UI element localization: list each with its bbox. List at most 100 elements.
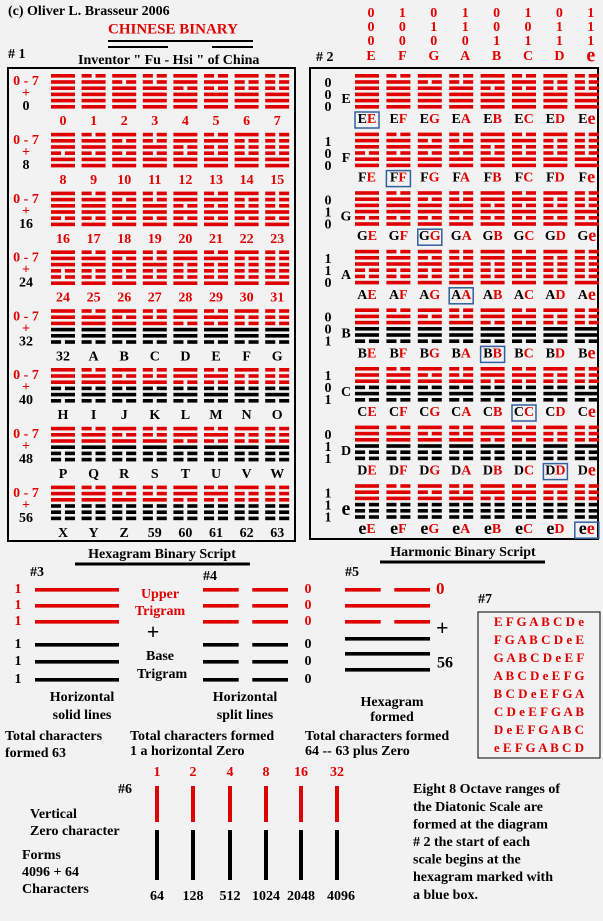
hexagram-label: 62 bbox=[240, 526, 254, 541]
hexagram-line bbox=[51, 386, 62, 391]
hexagram-line bbox=[156, 151, 167, 155]
cell-note: D bbox=[555, 464, 565, 479]
hexagram-label: 28 bbox=[178, 291, 192, 306]
hexagram-line bbox=[142, 491, 153, 496]
hexagram-line bbox=[248, 197, 259, 202]
hexagram-line bbox=[494, 456, 505, 461]
header-bit: 1 bbox=[556, 20, 563, 35]
cell-note: G bbox=[428, 522, 439, 537]
row-range: 0 - 7 bbox=[13, 427, 39, 442]
hexagram-line bbox=[417, 157, 442, 161]
hexagram-line bbox=[217, 399, 228, 403]
hexagram-line bbox=[480, 138, 505, 143]
cell-note: G bbox=[429, 112, 440, 127]
subtitle: Inventor " Fu - Hsi " of China bbox=[78, 53, 259, 68]
hexagram-line bbox=[112, 380, 137, 384]
hexagram-line bbox=[480, 438, 491, 442]
hexagram-line bbox=[463, 502, 474, 507]
hexagram-line bbox=[142, 386, 153, 391]
cell-note: G bbox=[429, 405, 440, 420]
hexagram-line bbox=[217, 457, 228, 462]
cell-label: AC bbox=[514, 288, 534, 303]
cell-label: GE bbox=[357, 229, 377, 244]
cell-note: C bbox=[419, 405, 429, 420]
hexagram-line bbox=[217, 275, 228, 279]
hexagram-line bbox=[265, 457, 276, 462]
hexagram-line bbox=[400, 74, 411, 78]
hexagram-line bbox=[234, 498, 245, 502]
hexagram-line bbox=[480, 274, 491, 279]
hexagram-label: Z bbox=[120, 526, 129, 541]
hexagram-line bbox=[173, 210, 198, 214]
hexagram-line bbox=[355, 151, 366, 155]
hexagram-line bbox=[512, 502, 523, 507]
cell-label: Ee bbox=[578, 108, 595, 128]
section-label: #7 bbox=[478, 592, 492, 607]
hexagram-label: 63 bbox=[270, 526, 284, 541]
hexagram-line bbox=[51, 457, 62, 462]
hexagram-line bbox=[525, 515, 536, 519]
hexagram-line bbox=[512, 333, 536, 337]
scale-row: F G A B C D e E bbox=[494, 632, 584, 647]
hexagram-line bbox=[204, 380, 215, 384]
cell-note: A bbox=[419, 288, 430, 303]
header-bit: 1 bbox=[587, 6, 594, 21]
hexagram-line bbox=[525, 320, 536, 325]
hexagram-line bbox=[449, 456, 460, 461]
hexagram-line bbox=[574, 490, 585, 494]
hexagram-line bbox=[355, 502, 366, 507]
hexagram-line bbox=[574, 339, 585, 343]
hexagram-line bbox=[81, 498, 106, 502]
hexagram-line bbox=[386, 484, 397, 488]
hexagram-line bbox=[81, 92, 106, 97]
hexagram-line bbox=[543, 163, 568, 168]
hexagram-line bbox=[588, 502, 599, 507]
hexagram-line bbox=[400, 191, 411, 195]
hexagram-line bbox=[217, 269, 228, 273]
hexagram-line bbox=[51, 321, 75, 326]
hexagram-line bbox=[543, 484, 568, 488]
hexagram-label: 8 bbox=[60, 173, 67, 188]
hexagram-line bbox=[204, 491, 228, 496]
hexagram-line bbox=[248, 457, 259, 462]
hexagram-line bbox=[480, 450, 491, 454]
hexagram-line bbox=[480, 385, 491, 390]
hexagram-line bbox=[355, 274, 366, 279]
hexagram-line bbox=[512, 280, 536, 285]
hexagram-line bbox=[588, 308, 599, 312]
hexagram-line bbox=[512, 216, 523, 220]
cell-label: AG bbox=[419, 288, 440, 303]
hexagram-line bbox=[525, 502, 536, 507]
hexagram-line bbox=[574, 105, 599, 109]
hexagram-line bbox=[525, 509, 536, 513]
note-line: scale begins at the bbox=[413, 853, 521, 868]
hexagram-line bbox=[355, 320, 379, 325]
hexagram-line bbox=[557, 86, 568, 90]
cell-note: B bbox=[358, 347, 367, 362]
hexagram-line bbox=[355, 132, 379, 137]
hexagram-line bbox=[588, 216, 599, 220]
cell-note: B bbox=[493, 112, 502, 127]
hexagram-line bbox=[525, 145, 536, 149]
cell-note: E bbox=[367, 405, 376, 420]
hexagram-line bbox=[400, 308, 411, 312]
hexagram-line bbox=[187, 498, 198, 502]
hexagram-line bbox=[417, 216, 428, 220]
hexagram-line bbox=[126, 516, 137, 521]
hexagram-line bbox=[35, 660, 119, 664]
vertical-red bbox=[335, 786, 339, 822]
hexagram-line bbox=[142, 368, 153, 372]
hexagram-line bbox=[126, 374, 137, 378]
hexagram-line bbox=[142, 139, 153, 143]
hexagram-line bbox=[449, 138, 460, 143]
hexagram-line bbox=[431, 80, 442, 84]
hexagram-line bbox=[400, 509, 411, 513]
header-note: A bbox=[460, 49, 471, 64]
hexagram-line bbox=[386, 450, 397, 454]
hexagram-line bbox=[234, 139, 245, 143]
hexagram-line bbox=[400, 456, 411, 461]
hexagram-line bbox=[112, 275, 123, 279]
hexagram-line bbox=[355, 280, 379, 285]
hexagram-line bbox=[142, 145, 167, 149]
hexagram-line bbox=[368, 509, 379, 513]
